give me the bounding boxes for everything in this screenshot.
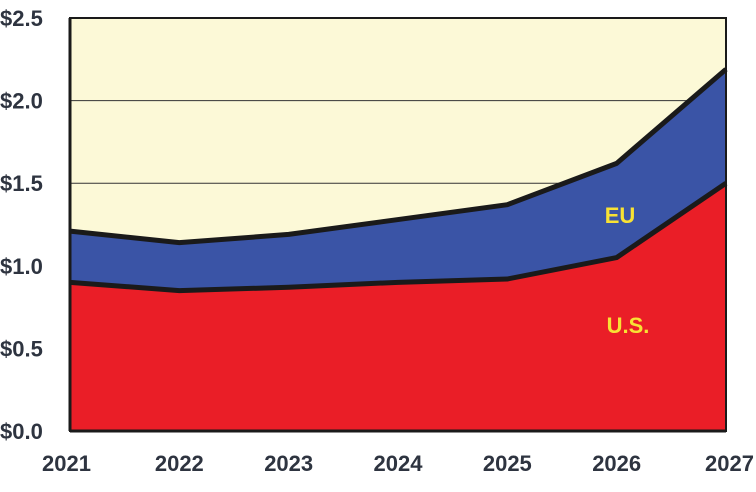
series-label: U.S.	[607, 313, 650, 338]
x-tick-label: 2023	[264, 451, 313, 476]
x-tick-label: 2025	[483, 451, 532, 476]
y-tick-label: $0.5	[0, 336, 43, 361]
y-tick-label: $2.5	[0, 6, 43, 31]
y-tick-label: $1.5	[0, 171, 43, 196]
series-label: EU	[605, 203, 636, 228]
x-axis-ticks: 2021 2022 2023 2024 2025 2026 2027	[42, 451, 754, 476]
x-tick-label: 2026	[592, 451, 641, 476]
y-tick-label: $0.0	[0, 419, 43, 444]
y-axis-ticks: $0.0 $0.5 $1.0 $1.5 $2.0 $2.5	[0, 6, 43, 444]
x-tick-label: 2027	[705, 451, 754, 476]
x-tick-label: 2021	[42, 451, 91, 476]
x-tick-label: 2024	[374, 451, 424, 476]
y-tick-label: $2.0	[0, 89, 43, 114]
x-tick-label: 2022	[155, 451, 204, 476]
y-tick-label: $1.0	[0, 254, 43, 279]
